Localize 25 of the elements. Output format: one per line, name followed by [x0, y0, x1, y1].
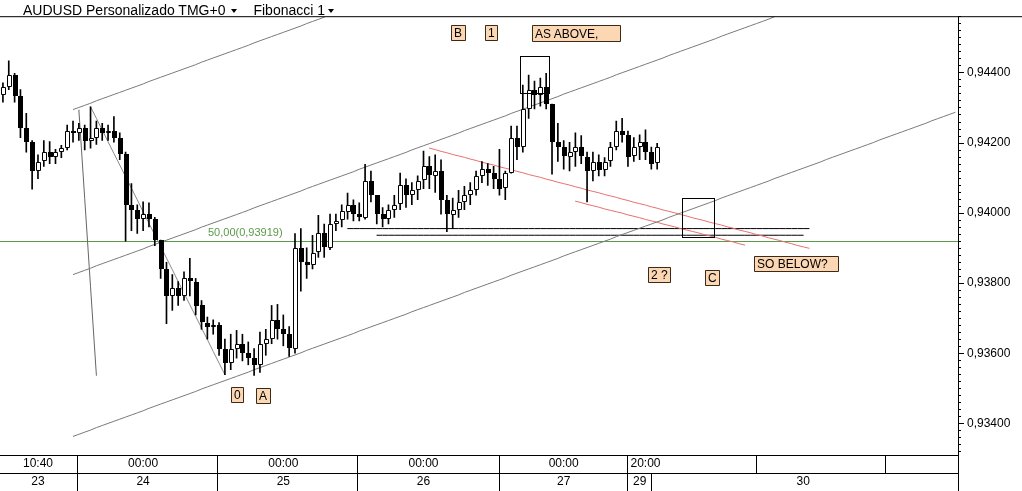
y-tick-label: 0,94200 [967, 134, 1011, 149]
x-tick-label: 20:00 [630, 456, 661, 471]
y-tick-label: 0,93400 [967, 415, 1011, 430]
y-tick-label: 0,94000 [967, 205, 1011, 220]
y-tick-label: 0,93800 [967, 275, 1011, 290]
x-tick-label: 30 [796, 474, 811, 489]
annotation: AS ABOVE, [535, 26, 599, 41]
annotation: C [708, 271, 717, 286]
y-tick-label: 0,94400 [967, 64, 1011, 79]
chart-subtitle: Fibonacci 1 [253, 2, 326, 19]
x-tick-label: 00:00 27 [548, 456, 580, 489]
chart-title: AUDUSD Personalizado TMG+0 [23, 2, 226, 19]
annotation: SO BELOW? [757, 257, 829, 272]
annotation: B [454, 26, 463, 41]
y-tick-label: 0,93600 [967, 345, 1011, 360]
x-tick-label: 00:00 25 [268, 456, 299, 489]
x-tick-label: 10:40 23 [22, 456, 54, 489]
x-tick-label: 29 [632, 474, 647, 489]
annotation: A [259, 389, 268, 404]
ref-line-label: 50,00(0,93919) [207, 226, 283, 239]
x-tick-label: 00:00 26 [408, 456, 439, 489]
annotation: 0 [234, 388, 241, 403]
annotation: 2 ? [651, 268, 669, 283]
x-tick-label: 00:00 24 [128, 456, 159, 489]
annotation: 1 [488, 26, 495, 41]
